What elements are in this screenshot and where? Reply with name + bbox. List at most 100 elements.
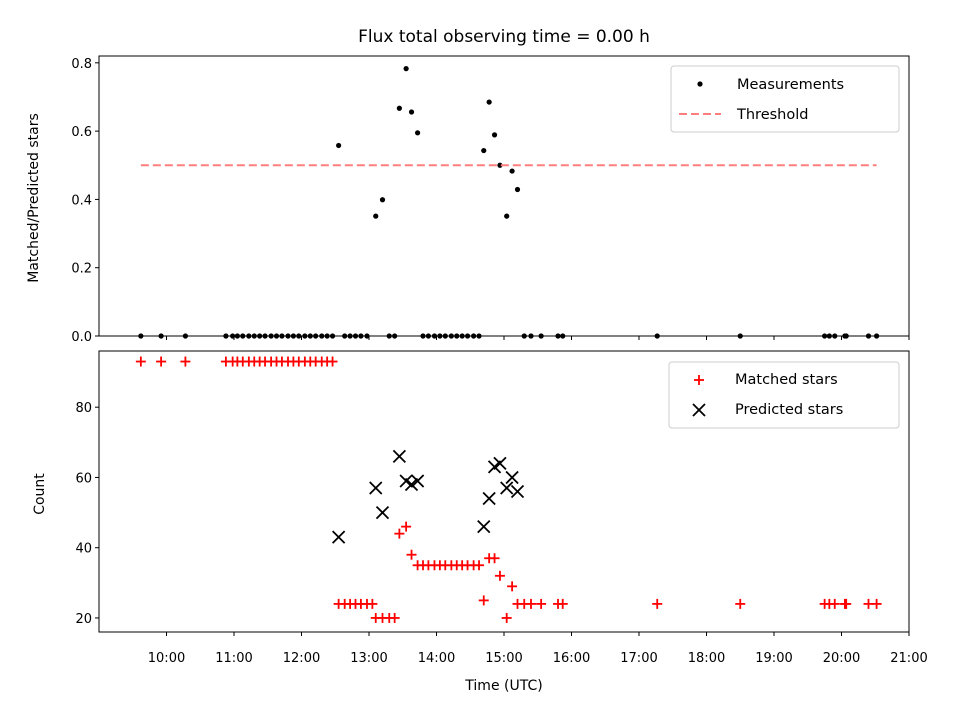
top-y-tick-label: 0.4	[71, 193, 92, 208]
measurement-point	[302, 333, 308, 339]
top-y-tick-label: 0.0	[71, 330, 92, 345]
matched-star-point	[474, 560, 485, 571]
measurement-point	[431, 333, 438, 339]
matched-star-point	[327, 356, 338, 367]
measurement-point	[307, 333, 313, 339]
matched-star-point	[652, 598, 663, 609]
bottom-x-tick-label: 18:00	[688, 651, 725, 666]
predicted-star-point	[392, 449, 407, 464]
measurement-point	[296, 333, 302, 339]
matched-star-point	[536, 598, 547, 609]
matched-star-point	[478, 595, 489, 606]
predicted-star-point-b	[410, 474, 425, 488]
bottom-y-tick-label: 80	[75, 401, 92, 416]
bottom-x-tick-label: 13:00	[350, 651, 387, 666]
measurement-point	[448, 333, 454, 339]
matched-star-point	[389, 612, 400, 623]
measurement-point	[342, 333, 348, 339]
top-legend: Measurements Threshold	[670, 65, 900, 133]
bottom-x-tick-label: 10:00	[148, 651, 185, 666]
predicted-star-point	[410, 474, 425, 488]
measurement-point	[476, 333, 482, 339]
measurement-point	[471, 333, 477, 339]
predicted-star-point	[505, 470, 519, 485]
measurement-point	[832, 333, 838, 339]
predicted-star-point-b	[404, 477, 419, 492]
measurement-point	[223, 333, 229, 339]
matched-star-point	[501, 612, 512, 623]
measurement-point	[392, 333, 398, 339]
measurement-point	[273, 333, 280, 339]
measurement-point	[347, 333, 353, 339]
measurement-point	[379, 197, 386, 203]
matched-star-point	[557, 598, 568, 609]
measurement-point	[230, 333, 236, 339]
measurement-point	[396, 105, 402, 111]
measurement-point	[234, 333, 240, 339]
measurement-point	[555, 333, 561, 339]
matched-star-point	[367, 598, 378, 609]
predicted-star-point-b	[375, 505, 390, 520]
bottom-y-axis-label: Count	[32, 473, 48, 515]
measurement-point	[313, 333, 319, 339]
matched-star-point	[735, 598, 746, 609]
measurement-point	[268, 333, 274, 339]
measurement-point	[514, 186, 521, 193]
measurement-point	[865, 333, 872, 339]
measurement-point	[528, 333, 534, 339]
top-y-axis-label: Matched/Predicted stars	[26, 113, 42, 283]
bottom-x-tick-label: 16:00	[553, 651, 590, 666]
measurement-point	[336, 142, 342, 149]
predicted-star-point-b	[500, 481, 514, 495]
measurement-point	[822, 333, 828, 339]
matched-star-point	[494, 570, 505, 581]
measurement-point	[497, 162, 503, 168]
bottom-y-tick-label: 20	[75, 612, 92, 627]
matched-star-point	[829, 598, 840, 609]
measurement-point	[504, 213, 510, 219]
legend-predicted-marker	[692, 403, 706, 417]
measurement-point	[285, 333, 291, 339]
bottom-x-tick-label: 21:00	[890, 651, 927, 666]
measurement-point	[262, 333, 268, 339]
measurement-point	[324, 333, 330, 339]
bottom-x-tick-label: 12:00	[283, 651, 320, 666]
measurement-point	[437, 333, 443, 339]
predicted-star-point	[510, 484, 525, 499]
matched-star-point	[507, 581, 518, 592]
bottom-legend: Matched stars Predicted stars	[668, 361, 900, 429]
legend-predicted-label: Predicted stars	[735, 402, 843, 418]
measurement-point	[654, 333, 660, 339]
top-y-tick-label: 0.8	[71, 57, 92, 72]
top-panel: 0.0 0.2 0.4 0.6 0.8	[71, 55, 910, 345]
predicted-star-point	[477, 519, 491, 534]
matched-star-point	[135, 356, 146, 367]
bottom-x-tick-label: 20:00	[823, 651, 860, 666]
measurement-point	[486, 99, 492, 105]
bottom-x-tick-label: 11:00	[215, 651, 252, 666]
measurement-point	[240, 333, 246, 339]
measurement-point	[364, 333, 370, 339]
predicted-star-point	[375, 505, 390, 520]
measurement-point	[319, 333, 325, 339]
measurement-point	[459, 333, 465, 339]
measurement-point	[290, 333, 296, 339]
measurement-point	[481, 147, 487, 154]
predicted-star-point	[404, 477, 419, 492]
legend-measurements-label: Measurements	[737, 77, 844, 93]
measurement-point	[538, 333, 544, 339]
predicted-star-point-b	[493, 456, 507, 471]
measurement-point	[874, 333, 880, 339]
measurement-point	[257, 333, 263, 339]
predicted-star-point-b	[369, 481, 383, 495]
measurement-point	[408, 109, 415, 115]
measurement-point	[464, 333, 471, 339]
predicted-star-point	[493, 456, 507, 471]
measurement-point	[182, 333, 188, 339]
legend-threshold-label: Threshold	[736, 107, 808, 123]
bottom-x-tick-label: 15:00	[485, 651, 522, 666]
measurement-point	[491, 132, 498, 138]
measurement-point	[826, 333, 832, 339]
predicted-star-point-b	[331, 530, 346, 544]
measurement-point	[386, 333, 392, 339]
